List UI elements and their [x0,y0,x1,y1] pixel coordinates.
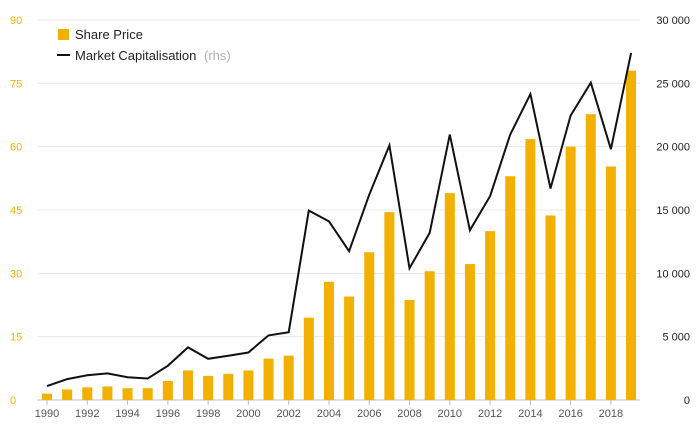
x-tick-label: 2002 [276,408,300,420]
legend-market-cap-label: Market Capitalisation (rhs) [75,48,231,63]
bar-share-price-2011 [464,264,475,400]
right-tick-label: 25 000 [656,78,690,90]
x-tick-label: 2006 [357,408,381,420]
legend-market-cap-rhs: (rhs) [204,48,231,63]
bar-share-price-2001 [263,358,274,400]
x-tick-label: 1996 [156,408,180,420]
bar-share-price-2004 [323,281,334,400]
bar-share-price-1999 [223,373,234,400]
right-tick-label: 15 000 [656,205,690,217]
bar-share-price-1995 [142,388,153,400]
x-tick-label: 1990 [35,408,59,420]
market-cap-line [46,52,633,388]
bar-share-price-1990 [42,393,52,400]
left-tick-label: 15 [10,332,22,344]
left-tick-label: 30 [10,268,22,280]
bar-share-price-2018 [605,166,616,400]
bar-share-price-2013 [505,176,516,400]
gridlines [37,19,640,401]
bar-share-price-2007 [384,212,395,400]
x-tick-label: 2012 [478,408,502,420]
legend-share-price-swatch [58,29,69,40]
right-tick-label: 10 000 [656,268,690,280]
x-tick-label: 2016 [558,408,582,420]
bar-share-price-2010 [444,193,455,400]
left-tick-label: 60 [10,142,22,154]
share-price-bars [42,70,637,401]
bar-share-price-1994 [122,388,133,400]
legend-market-cap-name: Market Capitalisation [75,48,196,63]
bar-share-price-1991 [62,389,73,400]
bar-share-price-2008 [404,299,415,400]
right-tick-label: 20 000 [656,142,690,154]
left-tick-label: 90 [10,15,22,27]
x-tick-label: 1992 [75,408,99,420]
x-tick-label: 2010 [438,408,462,420]
right-tick-label: 5 000 [662,332,690,344]
left-tick-label: 75 [10,78,22,90]
bar-share-price-2016 [565,146,576,400]
x-tick-label: 1994 [115,408,139,420]
bar-share-price-2012 [485,231,496,400]
line-market-capitalisation [46,52,633,388]
left-axis-ticks: 0 15 30 45 60 75 90 [10,15,22,407]
legend: Share Price Market Capitalisation (rhs) [57,27,231,63]
left-tick-label: 45 [10,205,22,217]
bar-share-price-2006 [364,252,375,400]
bar-share-price-2000 [243,370,254,400]
right-tick-label: 0 [684,395,690,407]
bar-share-price-2015 [545,215,556,400]
bar-share-price-2014 [525,139,536,401]
bar-share-price-1992 [82,387,93,400]
right-axis-ticks: 0 5 000 10 000 15 000 20 000 25 000 30 000 [656,15,690,407]
x-tick-label: 2018 [599,408,623,420]
bar-share-price-1996 [162,381,173,400]
x-tick-label: 2014 [518,408,542,420]
bar-share-price-2019 [626,70,637,401]
bar-share-price-2005 [344,296,355,400]
x-tick-label: 2000 [236,408,260,420]
x-tick-label: 2008 [397,408,421,420]
bar-share-price-2003 [303,317,314,400]
x-tick-label: 2004 [317,408,341,420]
left-tick-label: 0 [10,395,16,407]
x-tick-label: 1998 [196,408,220,420]
bar-share-price-2017 [585,114,596,401]
bar-share-price-1997 [182,370,193,400]
bar-share-price-1998 [203,375,214,400]
bar-share-price-2002 [283,355,294,400]
right-tick-label: 30 000 [656,15,690,27]
legend-share-price-label: Share Price [75,27,143,42]
x-axis-ticks: 1990 1992 1994 1996 1998 2000 2002 2004 2006 2008… [35,400,623,420]
bar-share-price-2009 [424,271,435,400]
bar-share-price-1993 [102,386,113,400]
